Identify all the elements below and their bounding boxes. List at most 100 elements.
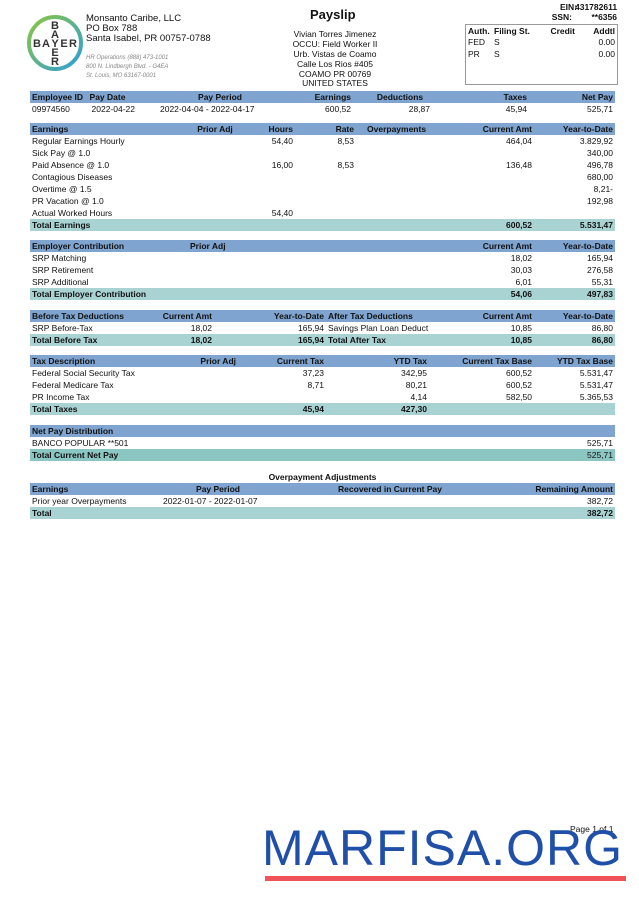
earnings-cell: Contagious Diseases (32, 172, 113, 182)
svg-text:Y: Y (51, 38, 59, 50)
deductions-column-header: Current Amt (162, 311, 212, 321)
withholding-cell: 0.00 (598, 49, 615, 59)
ein-label: EIN: (560, 2, 577, 12)
taxes-column-header: YTD Tax (393, 356, 427, 366)
taxes-total-cell: Total Taxes (32, 404, 78, 414)
watermark: MARFISA.ORG (262, 820, 624, 876)
earnings-cell (190, 195, 240, 207)
netpay-column-header: Net Pay Distribution (32, 426, 114, 436)
employer-total-cell: 54,06 (510, 289, 532, 299)
earnings-total-cell: Total Earnings (32, 220, 91, 230)
summary-column-header: Deductions (376, 92, 424, 102)
watermark-underline (265, 876, 626, 881)
employer-cell: SRP Additional (32, 277, 89, 287)
earnings-header-row (30, 123, 615, 135)
summary-cell: 28,87 (408, 104, 430, 114)
deductions-cell: Savings Plan Loan Deduct (328, 323, 429, 333)
earnings-total-row (30, 219, 615, 231)
employer-header-row (30, 240, 615, 252)
earnings-cell (250, 195, 293, 207)
taxes-cell: 80,21 (405, 380, 427, 390)
earnings-cell: 680,00 (587, 172, 613, 182)
taxes-header-row (30, 355, 615, 367)
earnings-cell: 464,04 (506, 136, 532, 146)
earnings-cell (310, 147, 354, 159)
taxes-cell: Federal Social Security Tax (32, 368, 135, 378)
deductions-cell: 18,02 (190, 323, 212, 333)
hr-phone: HR Operations (888) 473-1001 (86, 55, 169, 61)
taxes-cell: PR Income Tax (32, 392, 90, 402)
employer-total-row (30, 288, 615, 300)
overpayment-title: Overpayment Adjustments (268, 472, 377, 482)
company-address-2: Santa Isabel, PR 00757-0788 (86, 33, 211, 44)
ein-value: 431782611 (575, 2, 618, 12)
earnings-cell (190, 147, 240, 159)
earnings-column-header: Year-to-Date (562, 124, 613, 134)
ssn-label: SSN: (551, 12, 572, 22)
earnings-cell (367, 135, 447, 147)
company-address-1: PO Box 788 (86, 23, 138, 34)
employer-cell: SRP Matching (32, 253, 87, 263)
earnings-cell: PR Vacation @ 1.0 (32, 196, 104, 206)
overpay-cell: 2022-01-07 - 2022-01-07 (163, 496, 258, 506)
earnings-cell (450, 183, 532, 195)
employer-cell (190, 252, 240, 264)
overpay-total-cell: 382,72 (587, 508, 613, 518)
withholding-header: Auth. (468, 26, 490, 36)
page-number: Page 1 of 1 (570, 824, 614, 834)
netpay-total-cell: 525,71 (587, 450, 613, 460)
earnings-cell: Sick Pay @ 1.0 (32, 148, 91, 158)
taxes-cell: 5.365,53 (579, 392, 613, 402)
earnings-cell: 8,21- (593, 184, 613, 194)
earnings-cell (367, 207, 447, 219)
employee-country: UNITED STATES (302, 78, 368, 88)
earnings-column-header: Hours (268, 124, 293, 134)
deductions-header-row (30, 310, 615, 322)
svg-text:E: E (51, 47, 58, 59)
svg-text:R: R (51, 56, 59, 68)
withholding-box (465, 24, 618, 85)
earnings-cell: 54,40 (271, 208, 293, 218)
earnings-cell (450, 171, 532, 183)
taxes-cell (180, 367, 236, 379)
taxes-cell (180, 379, 236, 391)
earnings-cell (367, 159, 447, 171)
taxes-cell: 342,95 (401, 368, 427, 378)
employer-cell: 276,58 (587, 265, 613, 275)
taxes-column-header: Tax Description (32, 356, 96, 366)
deductions-column-header: After Tax Deductions (328, 311, 413, 321)
overpay-total-row (30, 507, 615, 519)
earnings-cell (190, 183, 240, 195)
earnings-cell: Actual Worked Hours (32, 208, 113, 218)
taxes-cell: 600,52 (506, 380, 532, 390)
taxes-total-cell: 45,94 (302, 404, 324, 414)
earnings-cell: Overtime @ 1.5 (32, 184, 92, 194)
earnings-cell: 496,78 (587, 160, 613, 170)
earnings-cell (310, 207, 354, 219)
overpay-total-cell (300, 507, 480, 519)
summary-cell: 2022-04-22 (91, 104, 135, 114)
overpay-total-cell (163, 507, 273, 519)
overpay-cell: Prior year Overpayments (32, 496, 127, 506)
earnings-column-header: Overpayments (367, 124, 427, 134)
netpay-cell: BANCO POPULAR **501 (32, 438, 129, 448)
taxes-cell: 5.531,47 (579, 380, 613, 390)
overpay-cell (300, 495, 480, 507)
earnings-cell (540, 207, 613, 219)
withholding-header: Filing St. (494, 26, 530, 36)
employer-cell: 18,02 (510, 253, 532, 263)
withholding-cell: S (494, 49, 500, 59)
summary-column-header: Net Pay (581, 92, 613, 102)
taxes-cell (180, 391, 236, 403)
earnings-cell (310, 183, 354, 195)
employer-cell: SRP Retirement (32, 265, 94, 275)
earnings-cell (190, 159, 240, 171)
earnings-cell: 16,00 (271, 160, 293, 170)
earnings-cell (250, 147, 293, 159)
deductions-total-cell: Total After Tax (328, 335, 386, 345)
earnings-cell: 3.829,92 (579, 136, 613, 146)
taxes-total-cell: 427,30 (401, 404, 427, 414)
summary-header-row (30, 91, 615, 103)
earnings-cell (367, 171, 447, 183)
